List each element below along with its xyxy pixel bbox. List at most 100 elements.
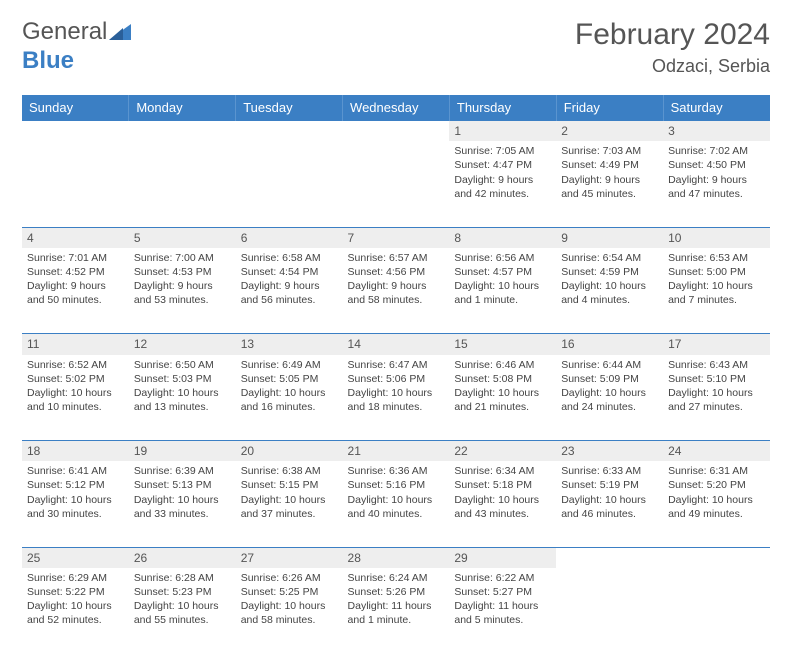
title-block: February 2024 Odzaci, Serbia	[575, 18, 770, 77]
day-info-line: Daylight: 10 hours	[241, 599, 338, 613]
day-content-cell: Sunrise: 6:41 AMSunset: 5:12 PMDaylight:…	[22, 461, 129, 547]
day-number-cell: 16	[556, 334, 663, 355]
day-info-line: and 1 minute.	[454, 293, 551, 307]
brand-logo: General Blue	[22, 18, 131, 75]
day-info-line: Daylight: 10 hours	[454, 386, 551, 400]
day-number-cell: 22	[449, 441, 556, 462]
day-info-line: Daylight: 10 hours	[27, 386, 124, 400]
day-content-cell: Sunrise: 6:29 AMSunset: 5:22 PMDaylight:…	[22, 568, 129, 654]
day-info-line: Sunrise: 6:53 AM	[668, 251, 765, 265]
day-info-line: Sunset: 4:57 PM	[454, 265, 551, 279]
day-info-line: Sunrise: 6:31 AM	[668, 464, 765, 478]
day-number-cell: 28	[343, 547, 450, 568]
day-info-line: Sunrise: 6:58 AM	[241, 251, 338, 265]
day-info-line: and 5 minutes.	[454, 613, 551, 627]
day-info-line: and 30 minutes.	[27, 507, 124, 521]
day-info-line: Sunrise: 6:47 AM	[348, 358, 445, 372]
day-info-line: Daylight: 10 hours	[348, 493, 445, 507]
day-content-cell: Sunrise: 6:56 AMSunset: 4:57 PMDaylight:…	[449, 248, 556, 334]
day-content-cell: Sunrise: 6:57 AMSunset: 4:56 PMDaylight:…	[343, 248, 450, 334]
weekday-header-row: SundayMondayTuesdayWednesdayThursdayFrid…	[22, 95, 770, 121]
day-info-line: Sunset: 4:50 PM	[668, 158, 765, 172]
day-content-cell: Sunrise: 6:31 AMSunset: 5:20 PMDaylight:…	[663, 461, 770, 547]
calendar-table: SundayMondayTuesdayWednesdayThursdayFrid…	[22, 95, 770, 654]
day-info-line: Daylight: 9 hours	[454, 173, 551, 187]
day-info-line: Sunrise: 6:54 AM	[561, 251, 658, 265]
day-info-line: Sunrise: 7:03 AM	[561, 144, 658, 158]
day-info-line: and 4 minutes.	[561, 293, 658, 307]
day-info-line: and 45 minutes.	[561, 187, 658, 201]
day-number-cell: 2	[556, 121, 663, 142]
day-content-cell: Sunrise: 6:46 AMSunset: 5:08 PMDaylight:…	[449, 355, 556, 441]
day-info-line: Sunset: 4:56 PM	[348, 265, 445, 279]
day-info-line: Daylight: 10 hours	[668, 493, 765, 507]
day-info-line: and 16 minutes.	[241, 400, 338, 414]
day-info-line: Daylight: 10 hours	[454, 493, 551, 507]
day-info-line: Sunset: 4:52 PM	[27, 265, 124, 279]
day-info-line: and 42 minutes.	[454, 187, 551, 201]
brand-part2: Blue	[22, 47, 74, 74]
day-content-cell	[236, 141, 343, 227]
day-info-line: Sunset: 5:08 PM	[454, 372, 551, 386]
day-content-cell: Sunrise: 6:24 AMSunset: 5:26 PMDaylight:…	[343, 568, 450, 654]
day-info-line: Sunset: 5:18 PM	[454, 478, 551, 492]
day-info-line: Sunset: 5:19 PM	[561, 478, 658, 492]
day-number-row: 2526272829	[22, 547, 770, 568]
day-content-cell: Sunrise: 7:03 AMSunset: 4:49 PMDaylight:…	[556, 141, 663, 227]
day-info-line: Sunrise: 7:00 AM	[134, 251, 231, 265]
brand-part1: General	[22, 18, 107, 45]
day-number-cell	[663, 547, 770, 568]
day-number-cell: 10	[663, 227, 770, 248]
day-info-line: Sunrise: 7:05 AM	[454, 144, 551, 158]
day-content-cell: Sunrise: 6:53 AMSunset: 5:00 PMDaylight:…	[663, 248, 770, 334]
day-info-line: Sunset: 5:26 PM	[348, 585, 445, 599]
day-number-cell: 8	[449, 227, 556, 248]
day-info-line: Daylight: 10 hours	[668, 279, 765, 293]
day-info-line: Daylight: 10 hours	[348, 386, 445, 400]
day-number-cell: 5	[129, 227, 236, 248]
day-number-cell: 19	[129, 441, 236, 462]
day-content-cell: Sunrise: 6:26 AMSunset: 5:25 PMDaylight:…	[236, 568, 343, 654]
day-info-line: Sunset: 5:16 PM	[348, 478, 445, 492]
day-info-line: and 53 minutes.	[134, 293, 231, 307]
day-info-line: Sunrise: 6:49 AM	[241, 358, 338, 372]
day-content-row: Sunrise: 7:01 AMSunset: 4:52 PMDaylight:…	[22, 248, 770, 334]
day-info-line: Daylight: 10 hours	[134, 386, 231, 400]
day-info-line: Daylight: 9 hours	[27, 279, 124, 293]
day-number-cell: 27	[236, 547, 343, 568]
day-info-line: Sunset: 5:03 PM	[134, 372, 231, 386]
day-number-row: 123	[22, 121, 770, 142]
day-info-line: Daylight: 10 hours	[241, 493, 338, 507]
day-info-line: Daylight: 10 hours	[241, 386, 338, 400]
day-number-row: 18192021222324	[22, 441, 770, 462]
day-info-line: and 18 minutes.	[348, 400, 445, 414]
day-info-line: Sunrise: 6:56 AM	[454, 251, 551, 265]
day-number-cell: 20	[236, 441, 343, 462]
day-info-line: and 46 minutes.	[561, 507, 658, 521]
brand-text: General Blue	[22, 18, 131, 75]
day-number-cell: 24	[663, 441, 770, 462]
day-content-cell	[556, 568, 663, 654]
day-info-line: Sunrise: 7:02 AM	[668, 144, 765, 158]
day-info-line: Daylight: 10 hours	[561, 493, 658, 507]
day-info-line: Daylight: 10 hours	[668, 386, 765, 400]
day-info-line: Daylight: 11 hours	[454, 599, 551, 613]
day-info-line: Sunset: 5:02 PM	[27, 372, 124, 386]
day-number-cell: 3	[663, 121, 770, 142]
day-number-cell: 7	[343, 227, 450, 248]
weekday-header: Monday	[129, 95, 236, 121]
day-info-line: Sunset: 4:47 PM	[454, 158, 551, 172]
day-number-cell: 18	[22, 441, 129, 462]
day-number-cell: 4	[22, 227, 129, 248]
day-info-line: Sunrise: 6:36 AM	[348, 464, 445, 478]
location-label: Odzaci, Serbia	[575, 56, 770, 77]
day-info-line: Sunrise: 6:41 AM	[27, 464, 124, 478]
weekday-header: Wednesday	[343, 95, 450, 121]
day-info-line: and 55 minutes.	[134, 613, 231, 627]
day-content-row: Sunrise: 6:29 AMSunset: 5:22 PMDaylight:…	[22, 568, 770, 654]
day-info-line: and 47 minutes.	[668, 187, 765, 201]
day-info-line: and 56 minutes.	[241, 293, 338, 307]
day-info-line: and 50 minutes.	[27, 293, 124, 307]
day-info-line: Sunrise: 6:29 AM	[27, 571, 124, 585]
day-info-line: Sunset: 5:10 PM	[668, 372, 765, 386]
